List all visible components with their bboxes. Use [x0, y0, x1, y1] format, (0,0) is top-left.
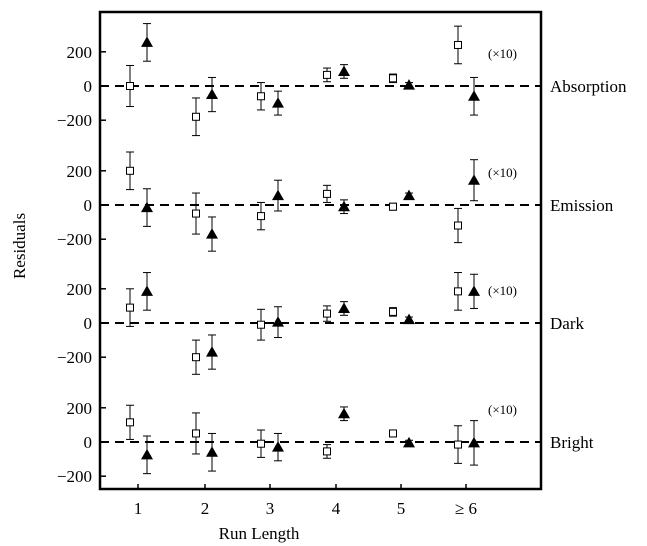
filled-triangle-point [338, 407, 350, 419]
open-square-point [257, 212, 265, 221]
open-square-point [126, 418, 134, 427]
multiplier-note: (×10) [488, 46, 517, 61]
filled-triangle-point [338, 302, 350, 313]
filled-triangle-point [272, 97, 284, 108]
y-tick-label: 0 [84, 196, 93, 215]
open-square-point [126, 82, 134, 90]
filled-triangle-point [403, 79, 415, 90]
open-square-point [389, 307, 397, 316]
open-square-point [389, 429, 397, 438]
filled-triangle-point [206, 88, 218, 100]
filled-triangle-point [141, 448, 153, 460]
multiplier-note: (×10) [488, 165, 517, 180]
y-tick-label: −200 [57, 111, 92, 130]
open-square-point [126, 166, 134, 175]
x-axis-label: Run Length [219, 524, 300, 543]
open-square-point [192, 209, 200, 218]
filled-triangle-point [272, 189, 284, 201]
filled-triangle-point [272, 441, 284, 452]
y-tick-label: −200 [57, 467, 92, 486]
filled-triangle-point [141, 285, 153, 296]
open-square-point [257, 92, 265, 101]
panel-label: Emission [550, 196, 614, 215]
x-tick-label: ≥ 6 [455, 499, 477, 518]
filled-triangle-point [468, 285, 480, 296]
filled-triangle-point [141, 201, 153, 213]
open-square-point [454, 287, 462, 296]
panel-label: Dark [550, 314, 584, 333]
y-tick-label: 200 [67, 162, 93, 181]
x-tick-label: 3 [266, 499, 275, 518]
filled-triangle-point [206, 446, 218, 457]
panel-label: Bright [550, 433, 594, 452]
open-square-point [389, 202, 397, 211]
filled-triangle-point [141, 36, 153, 47]
y-tick-label: 0 [84, 433, 93, 452]
y-tick-label: 200 [67, 399, 93, 418]
filled-triangle-point [403, 313, 415, 325]
filled-triangle-point [468, 90, 480, 101]
open-square-point [323, 309, 331, 318]
open-square-point [126, 303, 134, 312]
x-tick-label: 4 [332, 499, 341, 518]
plot-area: 1 2 3 4 5 ≥ 6 200 0 −200 Absorption (×10) 200 0 −200 E… [57, 10, 627, 518]
open-square-point [454, 40, 462, 49]
y-tick-label: 200 [67, 43, 93, 62]
panel-dark: 200 0 −200 Dark (×10) [57, 272, 584, 375]
panel-emission: 200 0 −200 Emission (×10) [57, 151, 614, 252]
y-tick-label: 0 [84, 77, 93, 96]
x-tick-label: 1 [134, 499, 143, 518]
open-square-point [323, 447, 331, 456]
y-tick-label: −200 [57, 230, 92, 249]
filled-triangle-point [206, 228, 218, 239]
filled-triangle-point [338, 65, 350, 76]
multiplier-note: (×10) [488, 402, 517, 417]
open-square-point [323, 189, 331, 198]
open-square-point [192, 112, 200, 121]
y-tick-label: −200 [57, 348, 92, 367]
open-square-point [454, 221, 462, 230]
open-square-point [323, 70, 331, 79]
panel-bright: 200 0 −200 Bright (×10) [57, 399, 594, 486]
filled-triangle-point [403, 436, 415, 448]
open-square-point [192, 429, 200, 438]
filled-triangle-point [403, 189, 415, 201]
filled-triangle-point [206, 346, 218, 357]
panel-absorption: 200 0 −200 Absorption (×10) [57, 23, 627, 137]
open-square-point [257, 320, 265, 329]
plot-frame [98, 10, 543, 491]
panel-label: Absorption [550, 77, 627, 96]
open-square-point [389, 74, 397, 83]
filled-triangle-point [338, 200, 350, 212]
open-square-point [192, 353, 200, 362]
x-tick-label: 5 [397, 499, 406, 518]
open-square-point [454, 440, 462, 449]
filled-triangle-point [468, 436, 480, 448]
multiplier-note: (×10) [488, 283, 517, 298]
filled-triangle-point [468, 174, 480, 185]
open-square-point [257, 439, 265, 448]
y-tick-label: 0 [84, 314, 93, 333]
x-tick-label: 2 [201, 499, 210, 518]
filled-triangle-point [272, 316, 284, 327]
y-tick-label: 200 [67, 280, 93, 299]
y-axis-label: Residuals [10, 213, 29, 279]
